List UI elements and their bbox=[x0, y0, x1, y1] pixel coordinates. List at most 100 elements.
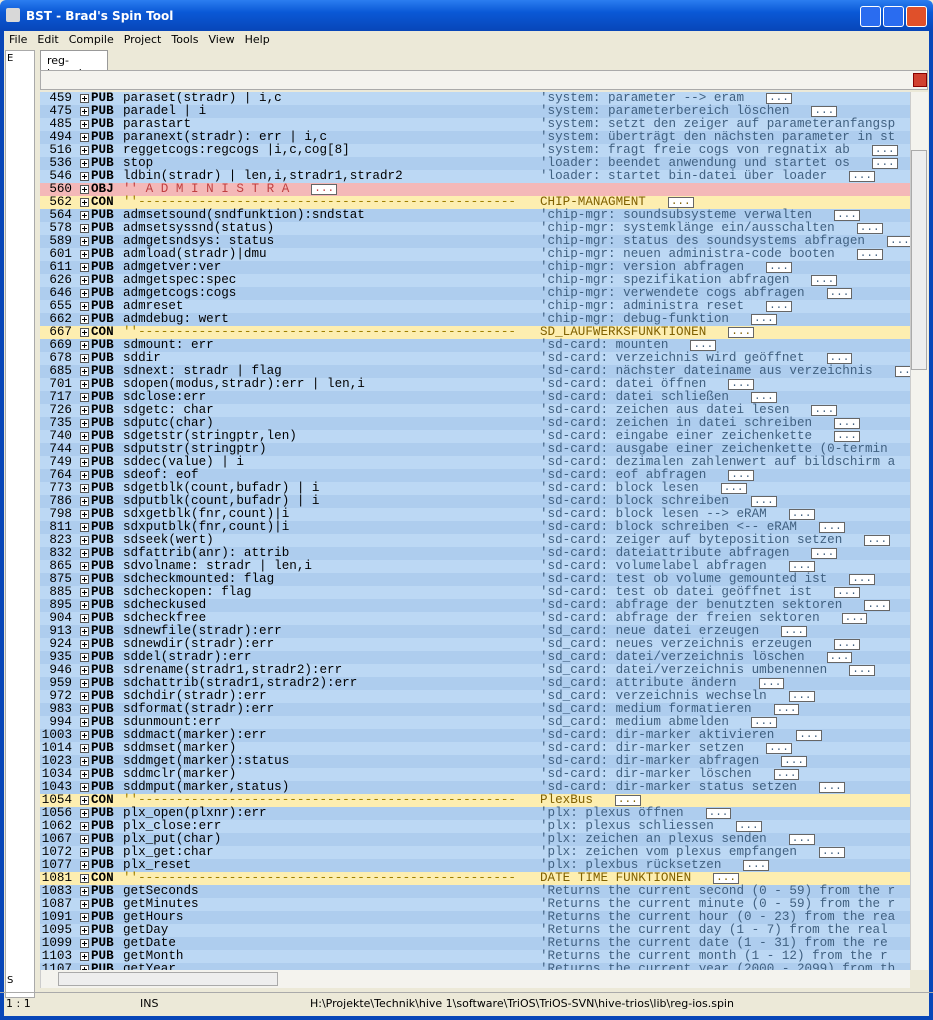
fold-toggle[interactable] bbox=[80, 939, 89, 948]
code-row[interactable]: 885 PUB sdcheckopen: flag 'sd-card: test ob… bbox=[40, 586, 910, 599]
fold-toggle[interactable] bbox=[80, 809, 89, 818]
fold-toggle[interactable] bbox=[80, 900, 89, 909]
fold-button[interactable]: ... bbox=[743, 860, 770, 871]
fold-button[interactable]: ... bbox=[766, 743, 792, 754]
fold-toggle[interactable] bbox=[80, 822, 89, 831]
fold-toggle[interactable] bbox=[80, 250, 89, 259]
fold-button[interactable]: ... bbox=[818, 782, 845, 793]
fold-toggle[interactable] bbox=[80, 419, 89, 428]
fold-toggle[interactable] bbox=[80, 211, 89, 220]
fold-button[interactable]: ... bbox=[750, 314, 777, 325]
fold-toggle[interactable] bbox=[80, 146, 89, 155]
code-row[interactable]: 1023 PUB sddmget(marker):status 'sd-card: d… bbox=[40, 755, 910, 768]
code-row[interactable]: 1103 PUB getMonth 'Returns the current mont… bbox=[40, 950, 910, 963]
fold-button[interactable]: ... bbox=[773, 704, 800, 715]
fold-toggle[interactable] bbox=[80, 276, 89, 285]
fold-button[interactable]: ... bbox=[856, 249, 883, 260]
fold-toggle[interactable] bbox=[80, 341, 89, 350]
code-row[interactable]: 811 PUB sdxputblk(fnr,count)|i 'sd-card: bl… bbox=[40, 521, 910, 534]
code-row[interactable]: 662 PUB admdebug: wert 'chip-mgr: debug-fun… bbox=[40, 313, 910, 326]
code-row[interactable]: 764 PUB sdeof: eof 'sd-card: eof abfragen..… bbox=[40, 469, 910, 482]
fold-toggle[interactable] bbox=[80, 731, 89, 740]
code-row[interactable]: 744 PUB sdputstr(stringptr) 'sd-card: ausga… bbox=[40, 443, 910, 456]
fold-button[interactable]: ... bbox=[781, 626, 807, 637]
code-row[interactable]: 1095 PUB getDay 'Returns the current day (1… bbox=[40, 924, 910, 937]
fold-toggle[interactable] bbox=[80, 328, 89, 337]
menu-item[interactable]: Edit bbox=[37, 33, 59, 46]
code-row[interactable]: 1056 PUB plx_open(plxnr):err 'plx: plexus ö… bbox=[40, 807, 910, 820]
fold-button[interactable]: ... bbox=[826, 353, 853, 364]
fold-toggle[interactable] bbox=[80, 588, 89, 597]
code-row[interactable]: 485 PUB parastart 'system: setzt den zeiger… bbox=[40, 118, 910, 131]
fold-button[interactable]: ... bbox=[690, 340, 717, 351]
h-scroll-thumb[interactable] bbox=[58, 972, 278, 986]
fold-button[interactable]: ... bbox=[728, 379, 755, 390]
fold-toggle[interactable] bbox=[80, 913, 89, 922]
code-row[interactable]: 895 PUB sdcheckused 'sd-card: abfrage der b… bbox=[40, 599, 910, 612]
code-row[interactable]: 655 PUB admreset 'chip-mgr: administra rese… bbox=[40, 300, 910, 313]
fold-button[interactable]: ... bbox=[864, 600, 891, 611]
code-row[interactable]: 946 PUB sdrename(stradr1,stradr2):err 'sd_c… bbox=[40, 664, 910, 677]
code-row[interactable]: 546 PUB ldbin(stradr) | len,i,stradr1,stra… bbox=[40, 170, 910, 183]
code-row[interactable]: 678 PUB sddir 'sd-card: verzeichnis wird ge… bbox=[40, 352, 910, 365]
fold-toggle[interactable] bbox=[80, 601, 89, 610]
fold-button[interactable]: ... bbox=[750, 392, 777, 403]
code-row[interactable]: 564 PUB admsetsound(sndfunktion):sndstat 'c… bbox=[40, 209, 910, 222]
fold-toggle[interactable] bbox=[80, 536, 89, 545]
fold-toggle[interactable] bbox=[80, 627, 89, 636]
fold-toggle[interactable] bbox=[80, 445, 89, 454]
code-row[interactable]: 935 PUB sddel(stradr):err 'sd_card: datei/v… bbox=[40, 651, 910, 664]
code-row[interactable]: 611 PUB admgetver:ver 'chip-mgr: version ab… bbox=[40, 261, 910, 274]
fold-button[interactable]: ... bbox=[796, 730, 823, 741]
fold-toggle[interactable] bbox=[80, 120, 89, 129]
code-row[interactable]: 875 PUB sdcheckmounted: flag 'sd-card: test… bbox=[40, 573, 910, 586]
code-row[interactable]: 560 OBJ '' A D M I N I S T R A... bbox=[40, 183, 910, 196]
fold-button[interactable]: ... bbox=[818, 522, 845, 533]
fold-toggle[interactable] bbox=[80, 471, 89, 480]
code-row[interactable]: 924 PUB sdnewdir(stradr):err 'sd_card: neue… bbox=[40, 638, 910, 651]
fold-toggle[interactable] bbox=[80, 497, 89, 506]
code-row[interactable]: 865 PUB sdvolname: stradr | len,i 'sd-card:… bbox=[40, 560, 910, 573]
code-row[interactable]: 740 PUB sdgetstr(stringptr,len) 'sd-card: e… bbox=[40, 430, 910, 443]
fold-button[interactable]: ... bbox=[849, 171, 875, 182]
fold-toggle[interactable] bbox=[80, 653, 89, 662]
fold-toggle[interactable] bbox=[80, 484, 89, 493]
fold-button[interactable]: ... bbox=[766, 262, 792, 273]
fold-toggle[interactable] bbox=[80, 263, 89, 272]
fold-toggle[interactable] bbox=[80, 744, 89, 753]
code-row[interactable]: 494 PUB paranext(stradr): err | i,c 'system… bbox=[40, 131, 910, 144]
fold-toggle[interactable] bbox=[80, 796, 89, 805]
fold-button[interactable]: ... bbox=[788, 834, 815, 845]
fold-toggle[interactable] bbox=[80, 432, 89, 441]
fold-toggle[interactable] bbox=[80, 159, 89, 168]
code-row[interactable]: 913 PUB sdnewfile(stradr):err 'sd_card: neu… bbox=[40, 625, 910, 638]
code-row[interactable]: 701 PUB sdopen(modus,stradr):err | len,i 's… bbox=[40, 378, 910, 391]
fold-button[interactable]: ... bbox=[811, 106, 838, 117]
scroll-thumb[interactable] bbox=[911, 150, 927, 370]
fold-button[interactable]: ... bbox=[773, 769, 800, 780]
menu-item[interactable]: Compile bbox=[68, 33, 114, 46]
code-row[interactable]: 669 PUB sdmount: err 'sd-card: mounten... bbox=[40, 339, 910, 352]
fold-toggle[interactable] bbox=[80, 887, 89, 896]
menu-item[interactable]: Project bbox=[123, 33, 162, 46]
fold-button[interactable]: ... bbox=[788, 561, 815, 572]
fold-button[interactable]: ... bbox=[766, 93, 792, 104]
code-row[interactable]: 959 PUB sdchattrib(stradr1,stradr2):err 'sd… bbox=[40, 677, 910, 690]
fold-toggle[interactable] bbox=[80, 757, 89, 766]
fold-button[interactable]: ... bbox=[713, 873, 739, 884]
fold-button[interactable]: ... bbox=[856, 223, 883, 234]
code-row[interactable]: 823 PUB sdseek(wert) 'sd-card: zeiger auf b… bbox=[40, 534, 910, 547]
fold-button[interactable]: ... bbox=[811, 548, 838, 559]
fold-toggle[interactable] bbox=[80, 861, 89, 870]
fold-button[interactable]: ... bbox=[735, 821, 762, 832]
fold-toggle[interactable] bbox=[80, 666, 89, 675]
code-row[interactable]: 685 PUB sdnext: stradr | flag 'sd-card: näc… bbox=[40, 365, 910, 378]
code-row[interactable]: 562 CON ''--------------------------------… bbox=[40, 196, 910, 209]
fold-button[interactable]: ... bbox=[834, 639, 860, 650]
fold-button[interactable]: ... bbox=[720, 483, 747, 494]
fold-toggle[interactable] bbox=[80, 835, 89, 844]
code-row[interactable]: 1077 PUB plx_reset 'plx: plexbus rücksetzen… bbox=[40, 859, 910, 872]
fold-toggle[interactable] bbox=[80, 302, 89, 311]
code-row[interactable]: 1014 PUB sddmset(marker) 'sd-card: dir-mark… bbox=[40, 742, 910, 755]
code-row[interactable]: 1062 PUB plx_close:err 'plx: plexus schlies… bbox=[40, 820, 910, 833]
